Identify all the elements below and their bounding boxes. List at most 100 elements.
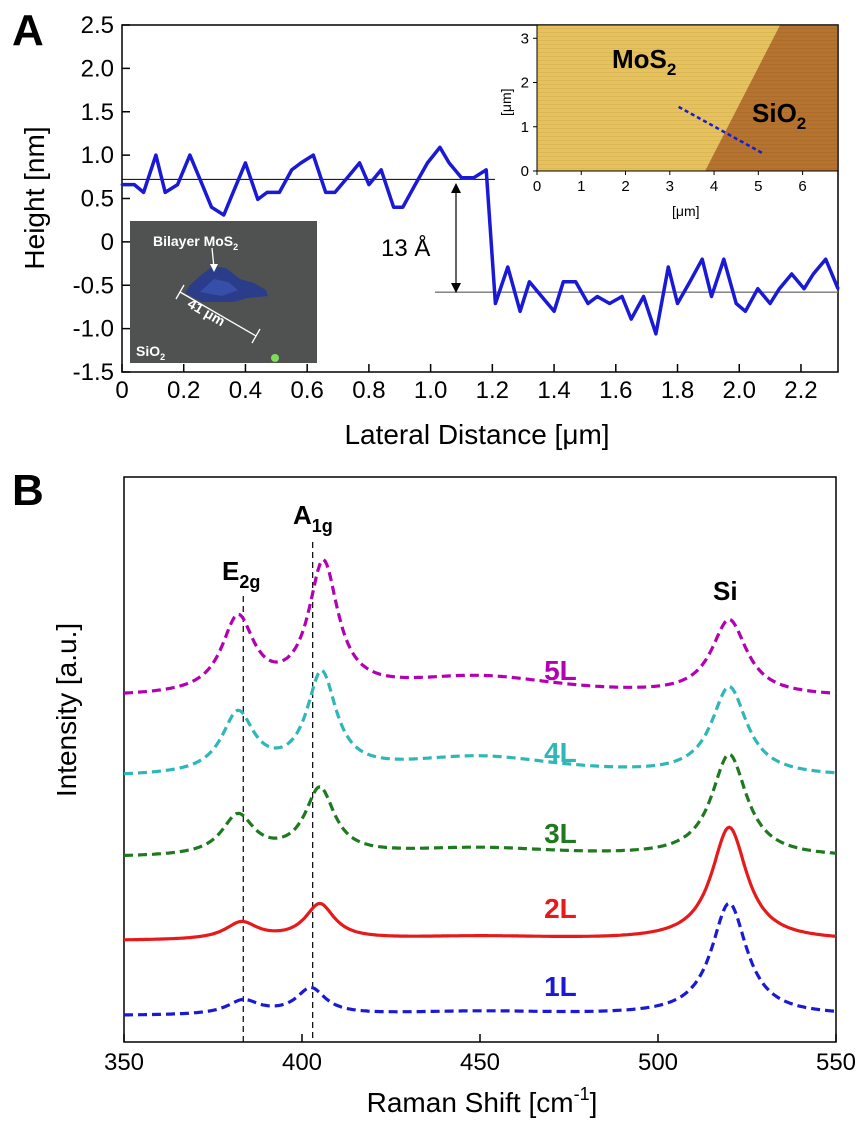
scale-line xyxy=(179,291,257,337)
raman-series-label-5L: 5L xyxy=(544,655,577,686)
height-data-point xyxy=(426,161,429,165)
height-y-tick-label: -1.0 xyxy=(73,316,114,343)
e2g-peak-label: E2g xyxy=(222,556,260,592)
afm-x-label: [μm] xyxy=(672,203,700,219)
height-x-tick-label: 2.0 xyxy=(723,377,756,404)
height-data-point xyxy=(256,197,260,201)
height-data-point xyxy=(710,295,713,298)
height-x-tick-label: 0 xyxy=(115,377,128,404)
afm-texture xyxy=(537,25,838,171)
afm-profile-line xyxy=(678,105,764,155)
raman-series-3L xyxy=(124,752,837,857)
flake-label: Bilayer MoS2 xyxy=(153,233,238,252)
step-arrow-head-top xyxy=(451,183,461,193)
afm-x-tick-label: 6 xyxy=(798,178,806,195)
height-data-point xyxy=(540,295,544,298)
scale-tick-left xyxy=(175,284,185,300)
height-data-point xyxy=(586,302,590,305)
raman-x-tick-label: 350 xyxy=(104,1049,144,1076)
height-data-point xyxy=(824,257,828,261)
height-data-point xyxy=(290,168,294,172)
panel-a-label: A xyxy=(12,6,44,55)
height-data-point xyxy=(595,295,599,298)
height-data-point xyxy=(620,295,624,298)
height-data-point xyxy=(333,191,337,194)
afm-x-tick-label: 0 xyxy=(533,178,541,195)
height-x-tick-label: 2.2 xyxy=(784,377,817,404)
height-x-tick-label: 1.4 xyxy=(537,377,570,404)
afm-x-tick-label: 3 xyxy=(666,178,674,195)
height-data-point xyxy=(642,295,645,298)
height-x-tick-label: 1.0 xyxy=(414,377,447,404)
height-data-point xyxy=(768,302,772,305)
height-data-point xyxy=(188,153,192,157)
height-y-ticks: 2.5 2.0 1.5 1.0 0.5 0 -0.5 -1.0 -1.5 xyxy=(73,12,130,386)
height-data-point xyxy=(447,161,451,165)
height-data-point xyxy=(629,317,633,321)
afm-mos2-label: MoS2 xyxy=(612,44,676,79)
raman-series-5L xyxy=(123,557,837,695)
height-data-point xyxy=(142,191,146,194)
raman-spectra-plot: 350 400 450 500 550 5L 4L 3L 2L 1L E2g A1g Si In… xyxy=(51,476,856,1118)
raman-x-ticks: 350 400 450 500 550 xyxy=(104,1034,856,1076)
height-data-point xyxy=(700,257,704,261)
height-data-point xyxy=(210,205,213,209)
afm-y-tick-label: 3 xyxy=(521,30,529,47)
height-data-point xyxy=(379,168,383,172)
height-data-point xyxy=(265,191,269,194)
height-data-point xyxy=(756,287,760,291)
height-data-point xyxy=(401,205,405,209)
raman-series-label-1L: 1L xyxy=(544,971,577,1002)
height-x-ticks: 0 0.2 0.4 0.6 0.8 1.0 1.2 1.4 1.6 1.8 2.0 2.2 xyxy=(115,364,818,404)
height-data-point xyxy=(608,302,612,305)
height-data-point xyxy=(311,153,315,157)
height-x-tick-label: 0.2 xyxy=(167,377,200,404)
height-data-point xyxy=(561,280,565,284)
height-data-point xyxy=(527,280,531,284)
step-arrow-head-bottom xyxy=(451,283,461,293)
height-data-point xyxy=(277,191,281,194)
height-data-point xyxy=(574,280,578,284)
raman-series-label-3L: 3L xyxy=(544,818,577,849)
raman-series-labels: 5L 4L 3L 2L 1L xyxy=(544,655,577,1002)
afm-x-tick-label: 4 xyxy=(710,178,718,195)
height-data-point xyxy=(222,213,226,217)
height-x-axis-label: Lateral Distance [μm] xyxy=(344,419,609,450)
height-data-point xyxy=(163,191,167,194)
height-data-point xyxy=(358,161,362,165)
height-x-tick-label: 1.8 xyxy=(661,377,694,404)
height-data-point xyxy=(472,176,476,180)
afm-x-tick-label: 5 xyxy=(754,178,762,195)
height-y-tick-label: 1.5 xyxy=(81,99,114,126)
height-data-point xyxy=(438,145,442,149)
height-data-point xyxy=(722,257,726,261)
afm-frame xyxy=(536,24,839,172)
height-data-point xyxy=(132,183,136,187)
raman-x-axis-label: Raman Shift [cm-1] xyxy=(367,1084,598,1118)
optical-dot xyxy=(271,354,279,362)
height-y-tick-label: 1.0 xyxy=(81,142,114,169)
height-x-tick-label: 1.2 xyxy=(476,377,509,404)
height-data-point xyxy=(299,161,303,165)
height-data-point xyxy=(811,272,815,276)
raman-x-tick-label: 550 xyxy=(816,1049,856,1076)
height-x-tick-label: 0.6 xyxy=(290,377,323,404)
raman-x-tick-label: 450 xyxy=(460,1049,500,1076)
height-reference-lines xyxy=(122,178,838,293)
height-x-tick-label: 0.4 xyxy=(229,377,262,404)
afm-y-ticks: 0 1 2 3 xyxy=(521,30,537,180)
height-data-point xyxy=(518,309,522,313)
height-data-point xyxy=(367,183,371,187)
afm-y-tick-label: 1 xyxy=(521,119,529,136)
a1g-peak-label: A1g xyxy=(293,500,333,536)
panel-b-label: B xyxy=(12,466,44,515)
raman-series-4L xyxy=(123,668,837,776)
optical-image-inset: Bilayer MoS2 41 μm SiO2 xyxy=(130,221,317,363)
afm-x-ticks: 0 1 2 3 4 5 6 xyxy=(533,171,807,195)
raman-y-axis-label: Intensity [a.u.] xyxy=(51,623,82,797)
height-data-point xyxy=(802,287,806,291)
raman-peak-markers xyxy=(242,542,314,1042)
height-data-point xyxy=(176,183,179,187)
height-data-point xyxy=(484,168,488,172)
